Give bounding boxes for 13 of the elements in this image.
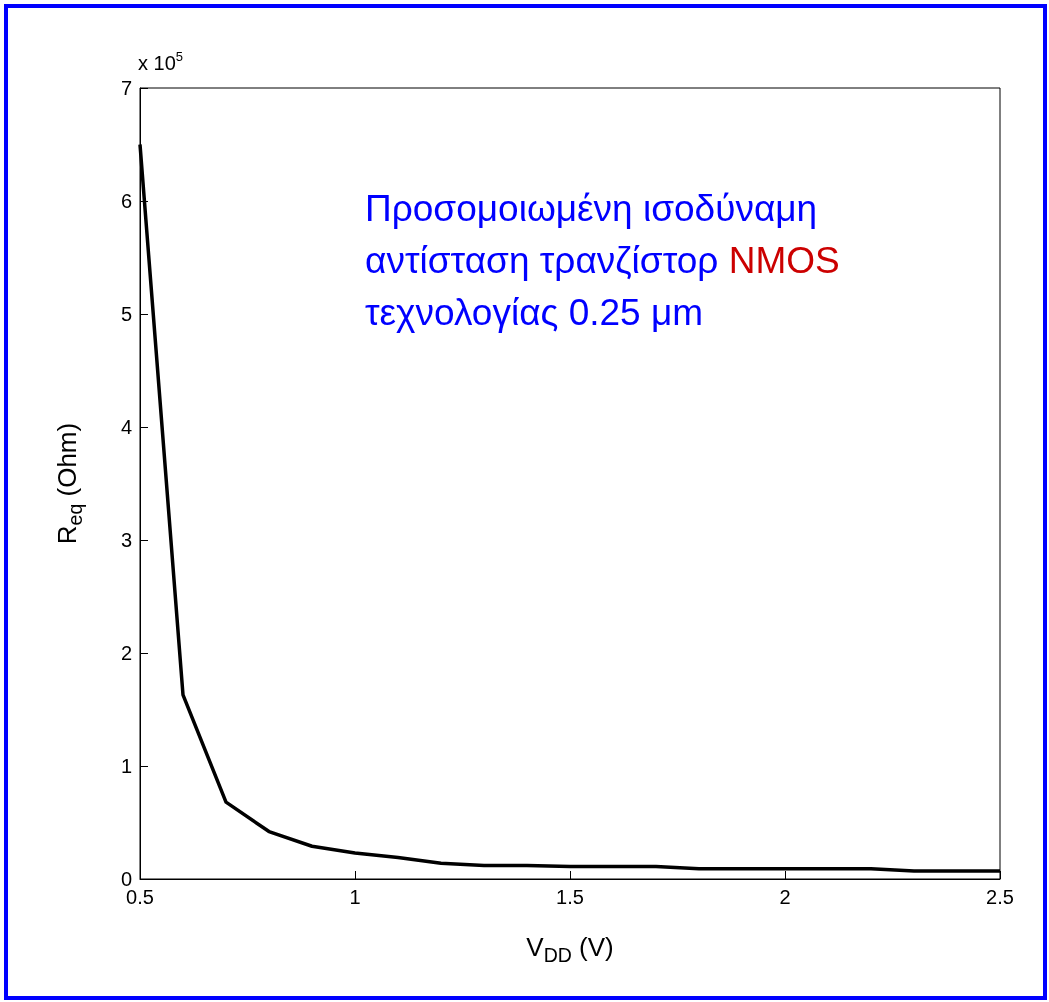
x-tick-label: 2.5 <box>986 886 1014 908</box>
y-tick-label: 6 <box>120 190 132 212</box>
y-tick-label: 3 <box>120 529 132 551</box>
y-tick-label: 1 <box>120 755 132 777</box>
x-tick-label: 1.5 <box>556 886 584 908</box>
annotation: Προσομοιωμένη ισοδύναμη αντίσταση τρανζίστορ NMOS τεχνολογίας 0.25 μm <box>365 188 840 333</box>
y-axis-title: Req (Ohm) <box>52 422 86 545</box>
x-tick-label: 2 <box>779 886 791 908</box>
y-tick-label: 2 <box>120 642 132 664</box>
y-tick-label: 4 <box>120 416 132 438</box>
y-tick-label: 7 <box>120 77 132 99</box>
y-tick-label: 5 <box>120 303 132 325</box>
x-tick-label: 1 <box>349 886 361 908</box>
